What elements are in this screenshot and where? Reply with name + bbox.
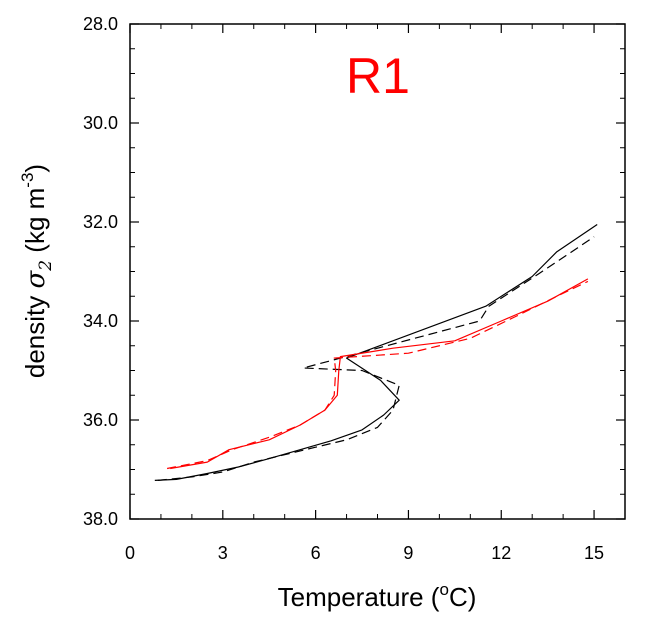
x-axis-title: Temperature (oC) xyxy=(278,580,477,612)
panel-label: R1 xyxy=(346,48,410,104)
series-line-3 xyxy=(170,278,589,470)
series-line-1 xyxy=(154,224,598,481)
y-tick-label: 34.0 xyxy=(83,311,118,331)
y-tick-label: 38.0 xyxy=(83,509,118,529)
y-tick-label: 32.0 xyxy=(83,212,118,232)
x-tick-label: 9 xyxy=(403,543,413,563)
series-layer xyxy=(154,224,598,481)
y-tick-label: 30.0 xyxy=(83,113,118,133)
x-tick-label: 6 xyxy=(311,543,321,563)
series-line-2 xyxy=(157,236,595,481)
y-tick-label: 36.0 xyxy=(83,410,118,430)
y-axis-title: density σ2 (kg m-3) xyxy=(18,164,56,378)
axis-ticks: 0 3 6 9 12 15 28.0 30.0 32.0 34.0 36.0 38.0 xyxy=(83,14,625,563)
y-tick-label: 28.0 xyxy=(83,14,118,34)
x-tick-label: 15 xyxy=(584,543,604,563)
series-line-4 xyxy=(166,280,589,470)
x-tick-label: 12 xyxy=(491,543,511,563)
x-tick-label: 0 xyxy=(125,543,135,563)
x-tick-label: 3 xyxy=(218,543,228,563)
